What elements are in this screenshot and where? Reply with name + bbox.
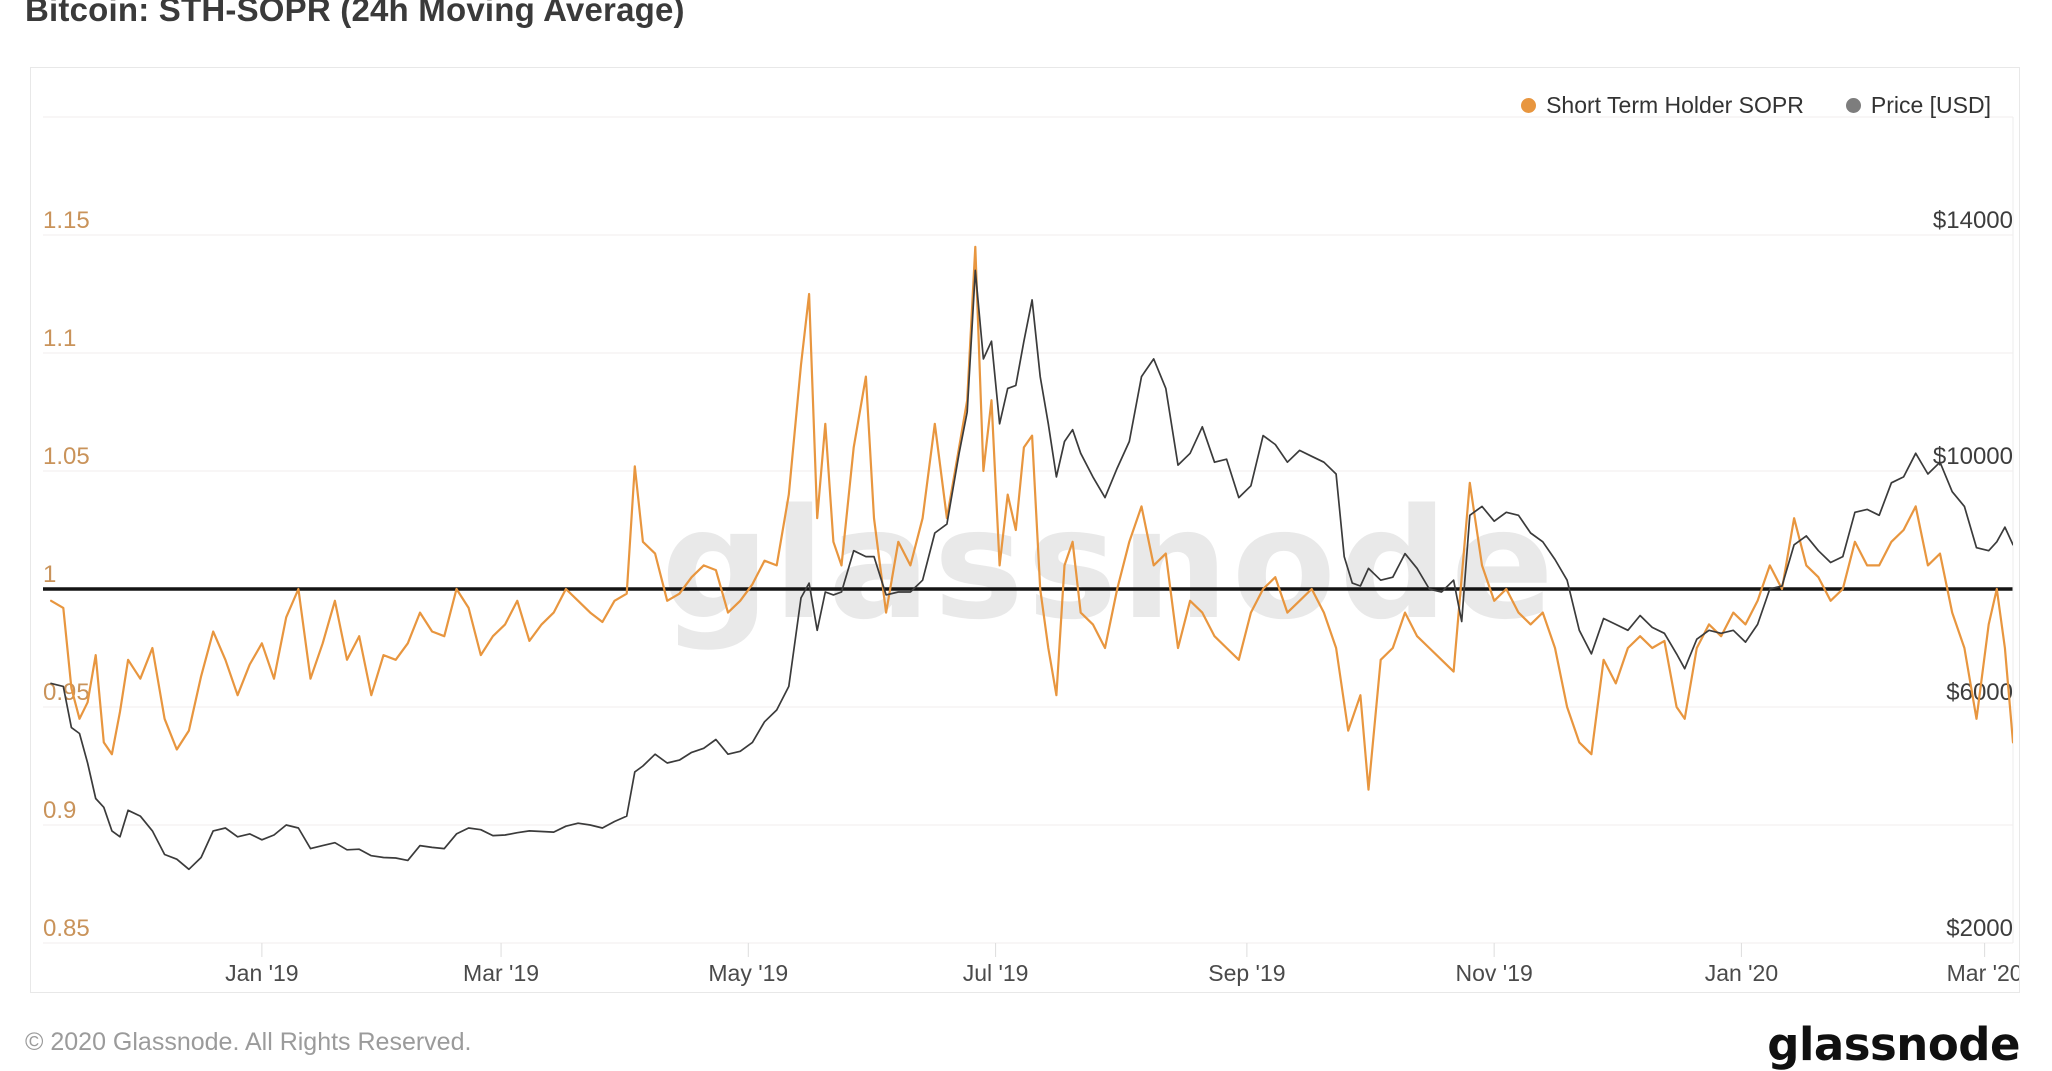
sopr-line-series <box>50 245 2013 791</box>
price-line-series <box>50 269 2013 871</box>
left-axis-label: 0.85 <box>43 915 90 942</box>
price-legend-dot-icon <box>1845 98 1861 113</box>
copyright-text: © 2020 Glassnode. All Rights Reserved. <box>25 1028 472 1056</box>
chart-card: glassnode Short Term Holder SOPR Price [… <box>30 67 2020 993</box>
x-axis-label: Mar '20 <box>1947 960 2019 986</box>
legend-label-sth-sopr: Short Term Holder SOPR <box>1546 92 1804 118</box>
glassnode-logo: glassnode <box>1767 1018 2020 1071</box>
x-axis-label: Nov '19 <box>1456 960 1533 986</box>
right-axis-label: $14000 <box>1933 207 2013 234</box>
x-axis-label: May '19 <box>708 960 788 986</box>
legend-item-sth-sopr[interactable]: Short Term Holder SOPR <box>1521 92 1804 119</box>
right-axis-label: $2000 <box>1946 915 2013 942</box>
page-title: Bitcoin: STH-SOPR (24h Moving Average) <box>25 0 685 28</box>
legend-label-price-usd: Price [USD] <box>1870 92 1991 118</box>
x-axis-label: Mar '19 <box>463 960 539 986</box>
legend-item-price-usd[interactable]: Price [USD] <box>1845 92 1991 119</box>
sopr-legend-dot-icon <box>1521 98 1537 113</box>
left-axis-label: 1.05 <box>43 443 90 470</box>
x-axis-label: Jan '20 <box>1705 960 1778 986</box>
glassnode-watermark: glassnode <box>661 476 1557 653</box>
left-axis-label: 0.9 <box>43 797 76 824</box>
chart-legend: Short Term Holder SOPR Price [USD] <box>1521 92 1991 119</box>
chart-plot-area: Jan '19 Mar '19 May '19 Jul '19 Sep '19 Nov '… <box>43 116 2019 986</box>
x-axis-label: Jan '19 <box>225 960 298 986</box>
left-axis-label: 1 <box>43 561 56 588</box>
x-axis-label: Jul '19 <box>963 960 1029 986</box>
left-axis-label: 1.15 <box>43 207 90 234</box>
x-axis-label: Sep '19 <box>1208 960 1285 986</box>
left-axis-label: 1.1 <box>43 325 76 352</box>
right-axis-label: $10000 <box>1933 443 2013 470</box>
